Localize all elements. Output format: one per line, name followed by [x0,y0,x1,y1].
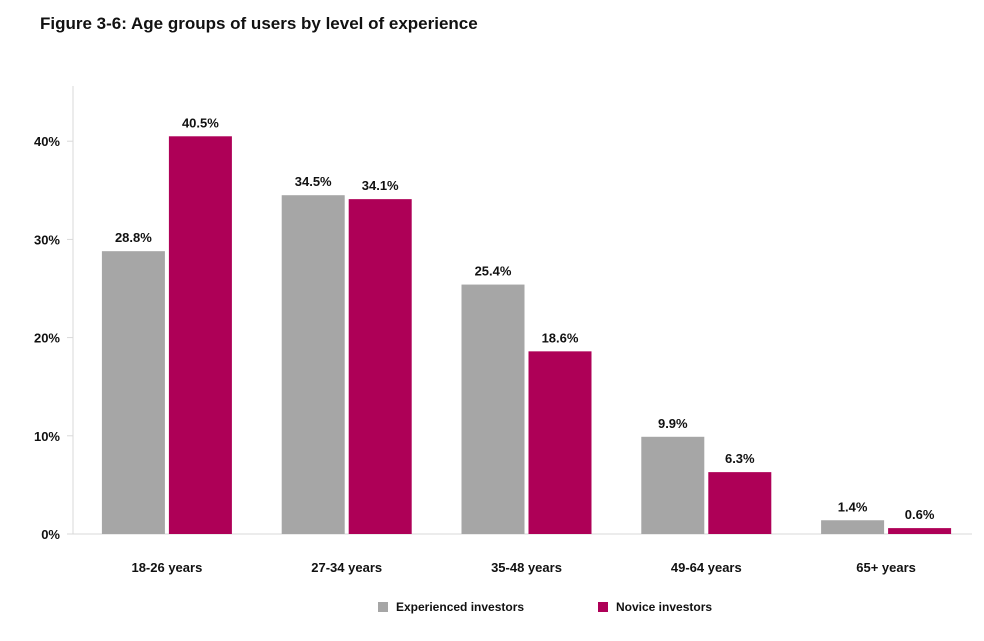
bar-value-label: 34.1% [362,178,399,193]
bars-group [101,136,952,535]
bar-value-label: 28.8% [115,230,152,245]
bar-value-label: 18.6% [542,330,579,345]
bar-value-label: 9.9% [658,416,688,431]
legend-label-experienced: Experienced investors [396,600,525,614]
legend-swatch-novice [598,602,608,612]
bar-experienced [821,520,885,534]
y-tick-label: 30% [34,232,60,247]
x-axis-labels: 18-26 years 27-34 years 35-48 years 49-64 y… [131,560,915,575]
x-tick-label: 65+ years [856,560,916,575]
bar-novice [168,136,232,535]
x-tick-label: 18-26 years [131,560,202,575]
bar-experienced [461,284,525,534]
y-tick-label: 40% [34,134,60,149]
legend-item-experienced: Experienced investors [378,600,524,614]
y-tick-label: 20% [34,331,60,346]
bar-novice [528,351,592,534]
bar-experienced [281,195,345,534]
bar-novice [708,472,772,534]
y-axis-ticks: 0% 10% 20% 30% 40% [34,134,73,542]
legend-swatch-experienced [378,602,388,612]
y-tick-label: 10% [34,429,60,444]
bar-value-label: 1.4% [838,499,868,514]
bar-chart: 0% 10% 20% 30% 40% 28.8% 40.5% 34.5% 34.1% 25.4%… [34,86,972,575]
bar-value-label: 34.5% [295,174,332,189]
bar-value-label: 40.5% [182,115,219,130]
x-tick-label: 49-64 years [671,560,742,575]
bar-experienced [641,436,705,534]
chart-title: Figure 3-6: Age groups of users by level… [40,14,478,33]
bar-value-label: 6.3% [725,451,755,466]
legend-item-novice: Novice investors [598,600,712,614]
y-tick-label: 0% [41,527,60,542]
legend-label-novice: Novice investors [616,600,713,614]
bar-experienced [101,251,165,534]
x-tick-label: 27-34 years [311,560,382,575]
bar-value-label: 0.6% [905,507,935,522]
bar-value-label: 25.4% [475,264,512,279]
bar-novice [348,199,412,534]
data-labels-group: 28.8% 40.5% 34.5% 34.1% 25.4% 18.6% 9.9% 6.3% 1.… [115,115,935,522]
x-tick-label: 35-48 years [491,560,562,575]
bar-novice [888,528,952,534]
legend: Experienced investors Novice investors [0,600,984,620]
